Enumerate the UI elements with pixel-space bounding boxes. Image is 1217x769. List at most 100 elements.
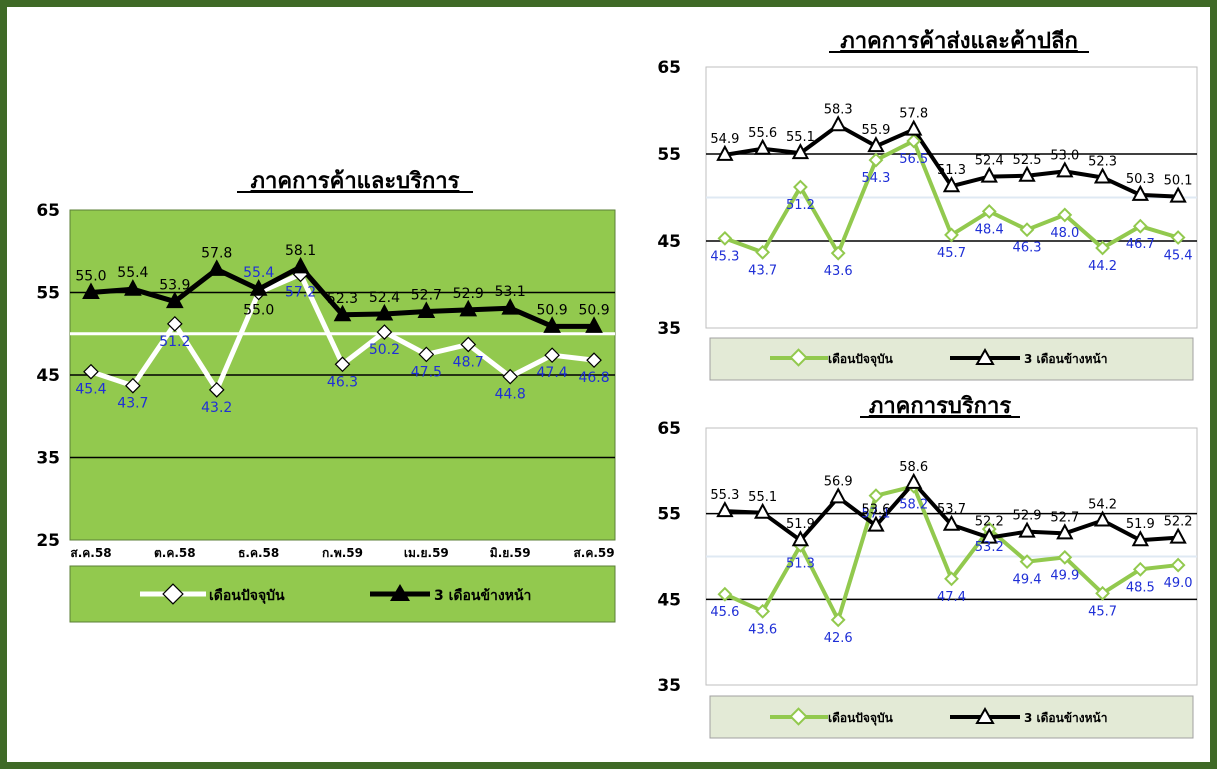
legend-current-label: เดือนปัจจุบัน xyxy=(209,588,285,604)
ahead-data-label: 52.3 xyxy=(1088,154,1117,169)
y-axis-ticks: 35 45 55 65 xyxy=(657,58,681,339)
ahead-point xyxy=(543,316,561,333)
data-labels: 45.3 43.7 51.2 43.6 54.3 56.5 45.7 48.4 46.3 48.0… xyxy=(710,102,1192,279)
ahead-point xyxy=(980,527,998,544)
ahead-data-label: 50.3 xyxy=(1126,172,1155,187)
current-data-label: 45.6 xyxy=(710,605,739,620)
ahead-point xyxy=(585,316,603,333)
current-data-label: 58.2 xyxy=(899,497,928,512)
ahead-data-label: 57.8 xyxy=(899,107,928,122)
legend-ahead-marker xyxy=(975,706,995,724)
current-point xyxy=(1095,240,1110,256)
ahead-point xyxy=(1093,167,1112,184)
chart-services: ภาคการบริการ 35 45 55 65 45.6 43.6 51.3 42.6 57… xyxy=(657,394,1198,739)
legend-current-label: เดือนปัจจุบัน xyxy=(828,711,894,726)
ahead-point xyxy=(829,115,847,132)
current-point xyxy=(125,377,141,394)
current-point xyxy=(830,245,846,261)
ahead-data-label: 55.4 xyxy=(117,265,148,281)
x-tick-label: มิ.ย.59 xyxy=(490,546,531,560)
legend-item-ahead: 3 เดือนข้างหน้า xyxy=(950,706,1107,725)
ahead-point xyxy=(375,303,394,321)
ahead-data-label: 55.0 xyxy=(75,269,106,285)
current-data-label: 45.4 xyxy=(1164,249,1193,264)
current-data-label: 51.2 xyxy=(159,334,190,350)
legend-ahead-label: 3 เดือนข้างหน้า xyxy=(1024,711,1107,725)
legend-item-ahead: 3 เดือนข้างหน้า xyxy=(370,584,531,604)
y-tick-label: 65 xyxy=(657,419,681,439)
legend-item-ahead: 3 เดือนข้างหน้า xyxy=(950,347,1107,366)
ahead-point xyxy=(333,304,352,322)
current-data-label: 56.5 xyxy=(899,152,928,167)
legend-current-label: เดือนปัจจุบัน xyxy=(828,352,894,367)
ahead-point xyxy=(867,515,885,532)
ahead-point xyxy=(165,291,184,309)
current-point xyxy=(981,204,997,219)
current-data-label: 48.4 xyxy=(975,222,1004,237)
x-tick-label: ต.ค.58 xyxy=(154,546,196,560)
current-point xyxy=(830,612,846,628)
y-tick-label: 45 xyxy=(36,366,60,386)
current-data-label: 49.0 xyxy=(1164,576,1193,591)
current-data-label: 46.3 xyxy=(1013,241,1042,256)
ahead-data-label: 55.4 xyxy=(243,265,274,281)
ahead-data-label: 52.7 xyxy=(411,287,442,303)
ahead-point xyxy=(124,279,142,296)
ahead-point xyxy=(1131,530,1150,547)
current-point xyxy=(460,336,477,353)
current-data-label: 53.2 xyxy=(975,540,1004,555)
y-tick-label: 55 xyxy=(657,505,681,525)
legend-ahead-marker xyxy=(975,347,995,365)
ahead-point xyxy=(1056,523,1074,540)
ahead-point xyxy=(1018,521,1036,538)
y-tick-label: 55 xyxy=(657,145,681,165)
current-data-label: 43.7 xyxy=(748,263,777,278)
series-lines xyxy=(716,472,1187,628)
current-data-label: 44.2 xyxy=(1088,259,1117,274)
series-lines xyxy=(716,115,1187,261)
ahead-data-label: 53.7 xyxy=(937,502,966,517)
ahead-data-label: 55.1 xyxy=(786,130,815,145)
current-point xyxy=(166,316,183,332)
ahead-data-label: 52.2 xyxy=(1164,515,1193,530)
ahead-point xyxy=(417,301,436,318)
ahead-data-label: 52.4 xyxy=(369,290,400,306)
legend-ahead-label: 3 เดือนข้างหน้า xyxy=(1024,352,1107,366)
current-point xyxy=(544,347,560,364)
ahead-data-label: 52.9 xyxy=(1013,509,1042,524)
ahead-data-label: 52.2 xyxy=(975,515,1004,530)
ahead-point xyxy=(1093,510,1112,527)
x-tick-label: ก.พ.59 xyxy=(322,546,363,560)
x-tick-label: ส.ค.58 xyxy=(70,546,111,560)
legend-current-marker xyxy=(789,348,808,367)
ahead-data-label: 52.9 xyxy=(453,286,484,302)
ahead-point xyxy=(1169,527,1187,544)
ahead-data-label: 50.9 xyxy=(578,302,609,318)
legend-current-marker xyxy=(162,583,184,605)
current-point xyxy=(717,230,733,246)
y-tick-label: 55 xyxy=(36,284,60,304)
current-point xyxy=(1057,207,1073,223)
current-point xyxy=(1057,549,1073,565)
ahead-point xyxy=(942,514,961,531)
ahead-data-label: 54.2 xyxy=(1088,498,1117,513)
ahead-data-label: 53.0 xyxy=(1050,148,1079,163)
current-data-label: 57.2 xyxy=(285,284,316,300)
ahead-point xyxy=(716,500,734,518)
ahead-point xyxy=(791,143,810,160)
ahead-point xyxy=(980,166,998,183)
chart-title: ภาคการค้าส่งและค้าปลีก xyxy=(840,29,1078,54)
ahead-point xyxy=(905,472,923,489)
ahead-data-label: 58.6 xyxy=(899,460,928,475)
ahead-point xyxy=(716,144,734,161)
charts-canvas: ภาคการค้าและบริการ 25 35 45 55 65 ส.ค.58 ต.ค.… xyxy=(36,29,1198,739)
current-data-label: 43.6 xyxy=(824,264,853,279)
ahead-point xyxy=(829,487,847,504)
series-lines xyxy=(82,256,603,398)
current-point xyxy=(793,179,808,195)
ahead-point xyxy=(1131,184,1150,201)
current-data-label: 51.3 xyxy=(786,556,815,571)
ahead-point xyxy=(942,176,961,193)
current-data-label: 50.2 xyxy=(369,342,400,358)
ahead-data-label: 50.1 xyxy=(1164,174,1193,189)
